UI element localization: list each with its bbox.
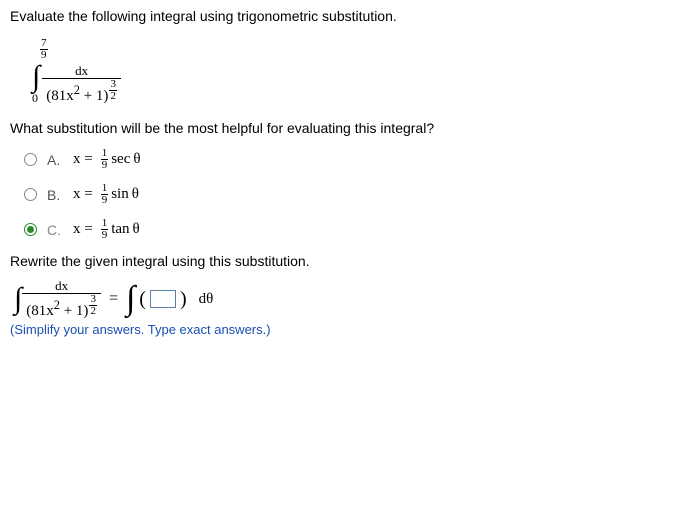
option-c[interactable]: C. x = 19 tan θ — [24, 218, 690, 241]
radio-b[interactable] — [24, 188, 37, 201]
integral-display: 7 9 ∫ 0 dx (81x2 + 1) 3 2 — [32, 38, 690, 106]
option-b-label: B. — [47, 187, 65, 203]
lhs-integrand: dx (81x2 + 1) 3 2 — [22, 279, 101, 320]
rewrite-equation: ∫ dx (81x2 + 1) 3 2 = ∫ ( ) dθ — [14, 279, 690, 320]
paren-open: ( — [139, 288, 146, 311]
option-a[interactable]: A. x = 19 sec θ — [24, 148, 690, 171]
lhs-integral-sign: ∫ — [14, 285, 22, 313]
radio-a[interactable] — [24, 153, 37, 166]
option-a-label: A. — [47, 152, 65, 168]
options-group: A. x = 19 sec θ B. x = 19 sin θ C. x = 1… — [24, 148, 690, 241]
option-c-math: x = 19 tan θ — [73, 218, 140, 241]
rewrite-prompt: Rewrite the given integral using this su… — [10, 253, 690, 269]
integral-sign: ∫ — [32, 63, 40, 91]
equals-sign: = — [109, 290, 118, 308]
option-a-math: x = 19 sec θ — [73, 148, 141, 171]
option-c-label: C. — [47, 222, 65, 238]
radio-c[interactable] — [24, 223, 37, 236]
lower-limit: 0 — [32, 91, 40, 106]
option-b-math: x = 19 sin θ — [73, 183, 139, 206]
question-prompt: Evaluate the following integral using tr… — [10, 8, 690, 24]
integrand-fraction: dx (81x2 + 1) 3 2 — [42, 64, 121, 105]
upper-limit-frac: 7 9 — [40, 38, 48, 61]
answer-input[interactable] — [150, 290, 176, 308]
hint-text: (Simplify your answers. Type exact answe… — [10, 322, 690, 337]
d-theta: dθ — [199, 291, 214, 308]
sub-question: What substitution will be the most helpf… — [10, 120, 690, 136]
paren-close: ) — [180, 288, 187, 311]
rhs-integral-sign: ∫ — [126, 282, 135, 316]
option-b[interactable]: B. x = 19 sin θ — [24, 183, 690, 206]
